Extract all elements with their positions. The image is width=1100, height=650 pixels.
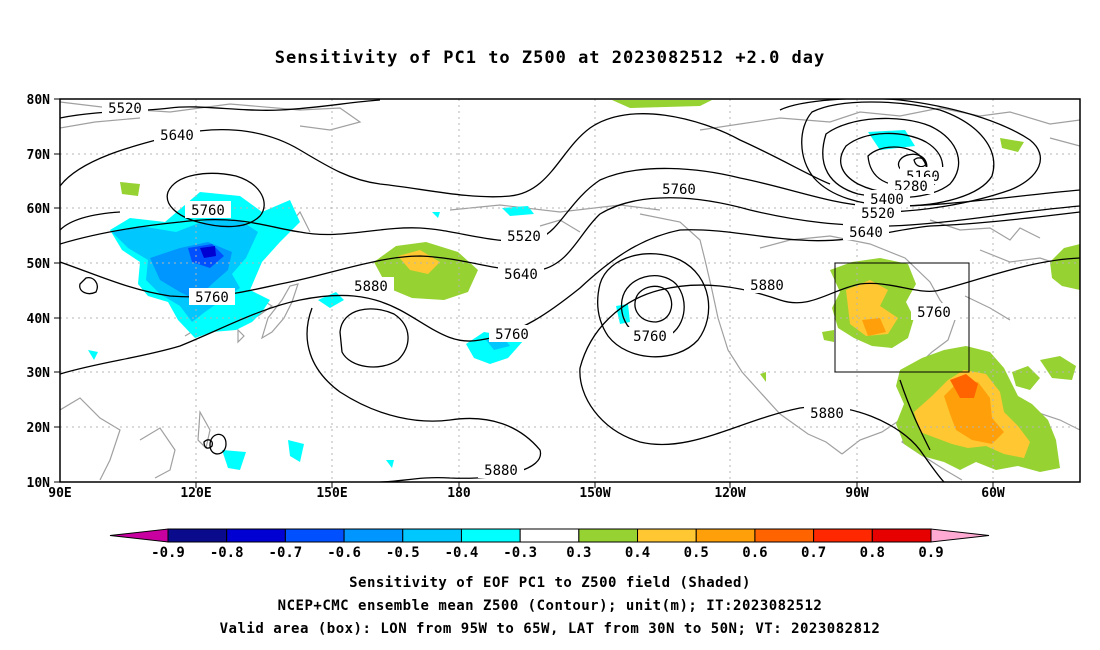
colorbar-label: 0.7	[801, 545, 826, 561]
contour-label: 5520	[108, 101, 142, 117]
lon-label: 150E	[316, 486, 347, 501]
lat-label: 40N	[27, 312, 51, 327]
colorbar-cell	[813, 528, 873, 543]
contour-label: 5760	[195, 290, 229, 306]
colorbar-label: -0.7	[269, 545, 303, 561]
contour-label: 5880	[354, 279, 388, 295]
colorbar-cell	[637, 528, 697, 543]
colorbar-low-extend	[109, 528, 169, 543]
colorbar-label: 0.4	[625, 545, 650, 561]
contour-label: 5760	[662, 182, 696, 198]
lat-label: 60N	[27, 202, 51, 217]
valid-area-box	[834, 262, 970, 373]
colorbar-cell	[343, 528, 404, 543]
contour-label: 5640	[504, 267, 538, 283]
contour-label: 5880	[484, 463, 518, 479]
colorbar-cell	[695, 528, 756, 543]
colorbar-label: 0.3	[566, 545, 591, 561]
contour-label: 5880	[750, 278, 784, 294]
lat-label: 70N	[27, 148, 51, 163]
lat-ticks	[54, 98, 60, 483]
colorbar-high-extend	[930, 528, 990, 543]
colorbar-label: -0.8	[210, 545, 244, 561]
colorbar-cell	[402, 528, 462, 543]
colorbar-label: -0.4	[445, 545, 479, 561]
contour-label: 5760	[191, 203, 225, 219]
contour-label: 5760	[495, 327, 529, 343]
colorbar: -0.9 -0.8 -0.7 -0.6 -0.5 -0.4 -0.3 0.3 0.4 0.5 0.6…	[109, 528, 990, 561]
caption-valid-area: Valid area (box): LON from 95W to 65W, L…	[219, 621, 881, 637]
contour-label: 5760	[917, 305, 951, 321]
lon-label: 120E	[180, 486, 211, 501]
colorbar-label: 0.9	[918, 545, 943, 561]
colorbar-cell	[578, 528, 639, 543]
lon-label: 90E	[48, 486, 71, 501]
caption-contour: NCEP+CMC ensemble mean Z500 (Contour); u…	[277, 598, 823, 614]
contour-label: 5520	[507, 229, 541, 245]
colorbar-cell	[460, 528, 521, 543]
colorbar-cell	[284, 528, 345, 543]
lat-label: 10N	[27, 476, 51, 491]
caption-shading: Sensitivity of EOF PC1 to Z500 field (Sh…	[349, 575, 751, 591]
contour-label: 5760	[633, 329, 667, 345]
colorbar-label: -0.9	[151, 545, 185, 561]
map-title: Sensitivity of PC1 to Z500 at 2023082512…	[274, 48, 826, 68]
contour-label: 5880	[810, 406, 844, 422]
longitude-labels: 90E 120E 150E 180 150W 120W 90W 60W	[48, 486, 1005, 501]
lat-label: 30N	[27, 366, 51, 381]
colorbar-label: 0.8	[860, 545, 885, 561]
colorbar-cell	[167, 528, 228, 543]
colorbar-cell	[754, 528, 815, 543]
lon-label: 180	[447, 486, 471, 501]
lat-label: 50N	[27, 257, 51, 272]
lon-ticks	[195, 482, 994, 488]
contour-label: 5520	[861, 206, 895, 222]
contour-label-group: 5520 5640 5760 5760 5760 5880 5760 5640 …	[102, 99, 957, 479]
colorbar-label: 0.5	[684, 545, 709, 561]
colorbar-cell	[226, 528, 286, 543]
colorbar-label: -0.3	[503, 545, 537, 561]
sensitivity-shading	[88, 100, 1080, 472]
colorbar-cell	[871, 528, 932, 543]
lat-label: 20N	[27, 421, 51, 436]
colorbar-label: -0.6	[327, 545, 361, 561]
colorbar-label: -0.5	[386, 545, 420, 561]
map-frame	[59, 98, 1081, 483]
colorbar-cell	[519, 528, 580, 543]
lon-label: 60W	[981, 486, 1005, 501]
contour-label: 5640	[849, 225, 883, 241]
lon-label: 90W	[845, 486, 869, 501]
lat-label: 80N	[27, 93, 51, 108]
lon-label: 120W	[714, 486, 745, 501]
colorbar-label: 0.6	[742, 545, 767, 561]
lon-label: 150W	[579, 486, 610, 501]
contour-label: 5640	[160, 128, 194, 144]
latitude-labels: 80N 70N 60N 50N 40N 30N 20N 10N	[27, 93, 51, 491]
